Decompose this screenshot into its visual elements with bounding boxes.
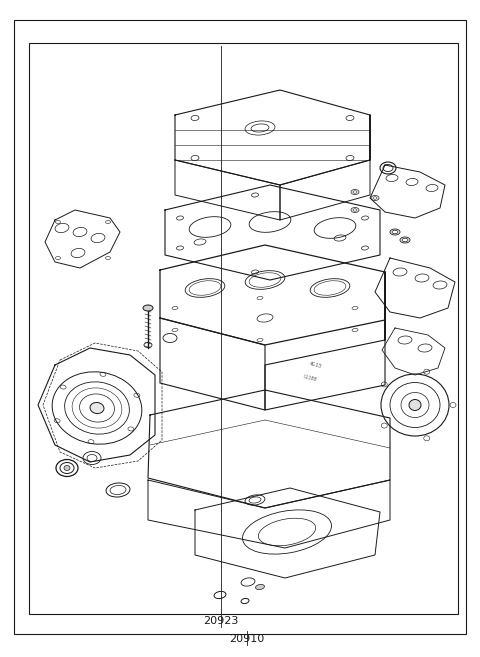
Text: 20910: 20910 <box>229 633 265 644</box>
Bar <box>29 43 458 614</box>
Ellipse shape <box>64 466 70 470</box>
Text: G13BB: G13BB <box>302 374 318 382</box>
Ellipse shape <box>255 585 264 589</box>
Text: 20923: 20923 <box>203 616 239 626</box>
Ellipse shape <box>143 305 153 311</box>
Ellipse shape <box>409 399 421 411</box>
Ellipse shape <box>90 403 104 413</box>
Text: 4G13: 4G13 <box>308 361 322 369</box>
